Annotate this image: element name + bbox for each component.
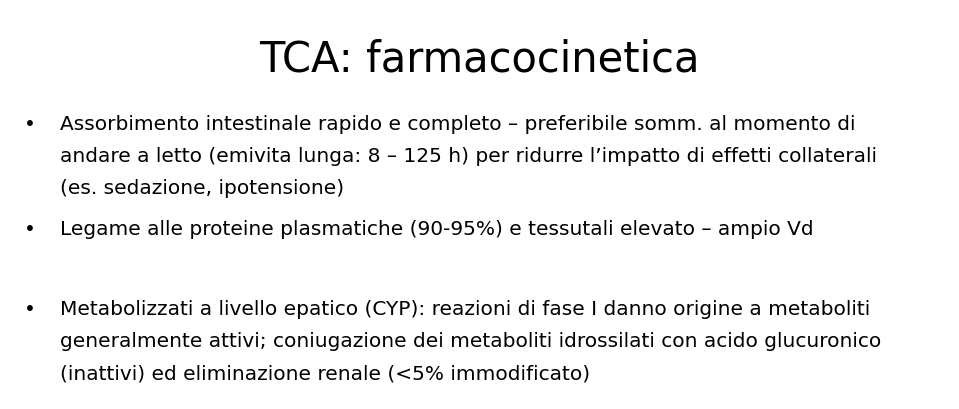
- Text: Legame alle proteine plasmatiche (90-95%) e tessutali elevato – ampio Vd: Legame alle proteine plasmatiche (90-95%…: [60, 220, 813, 239]
- Text: andare a letto (emivita lunga: 8 – 125 h) per ridurre l’impatto di effetti colla: andare a letto (emivita lunga: 8 – 125 h…: [60, 147, 877, 166]
- Text: •: •: [24, 115, 35, 134]
- Text: (es. sedazione, ipotensione): (es. sedazione, ipotensione): [60, 179, 344, 198]
- Text: Metabolizzati a livello epatico (CYP): reazioni di fase I danno origine a metabo: Metabolizzati a livello epatico (CYP): r…: [60, 300, 870, 319]
- Text: Assorbimento intestinale rapido e completo – preferibile somm. al momento di: Assorbimento intestinale rapido e comple…: [60, 115, 855, 134]
- Text: •: •: [24, 300, 35, 319]
- Text: generalmente attivi; coniugazione dei metaboliti idrossilati con acido glucuroni: generalmente attivi; coniugazione dei me…: [60, 332, 881, 351]
- Text: TCA: farmacocinetica: TCA: farmacocinetica: [259, 38, 700, 80]
- Text: •: •: [24, 220, 35, 239]
- Text: (inattivi) ed eliminazione renale (<5% immodificato): (inattivi) ed eliminazione renale (<5% i…: [60, 364, 590, 383]
